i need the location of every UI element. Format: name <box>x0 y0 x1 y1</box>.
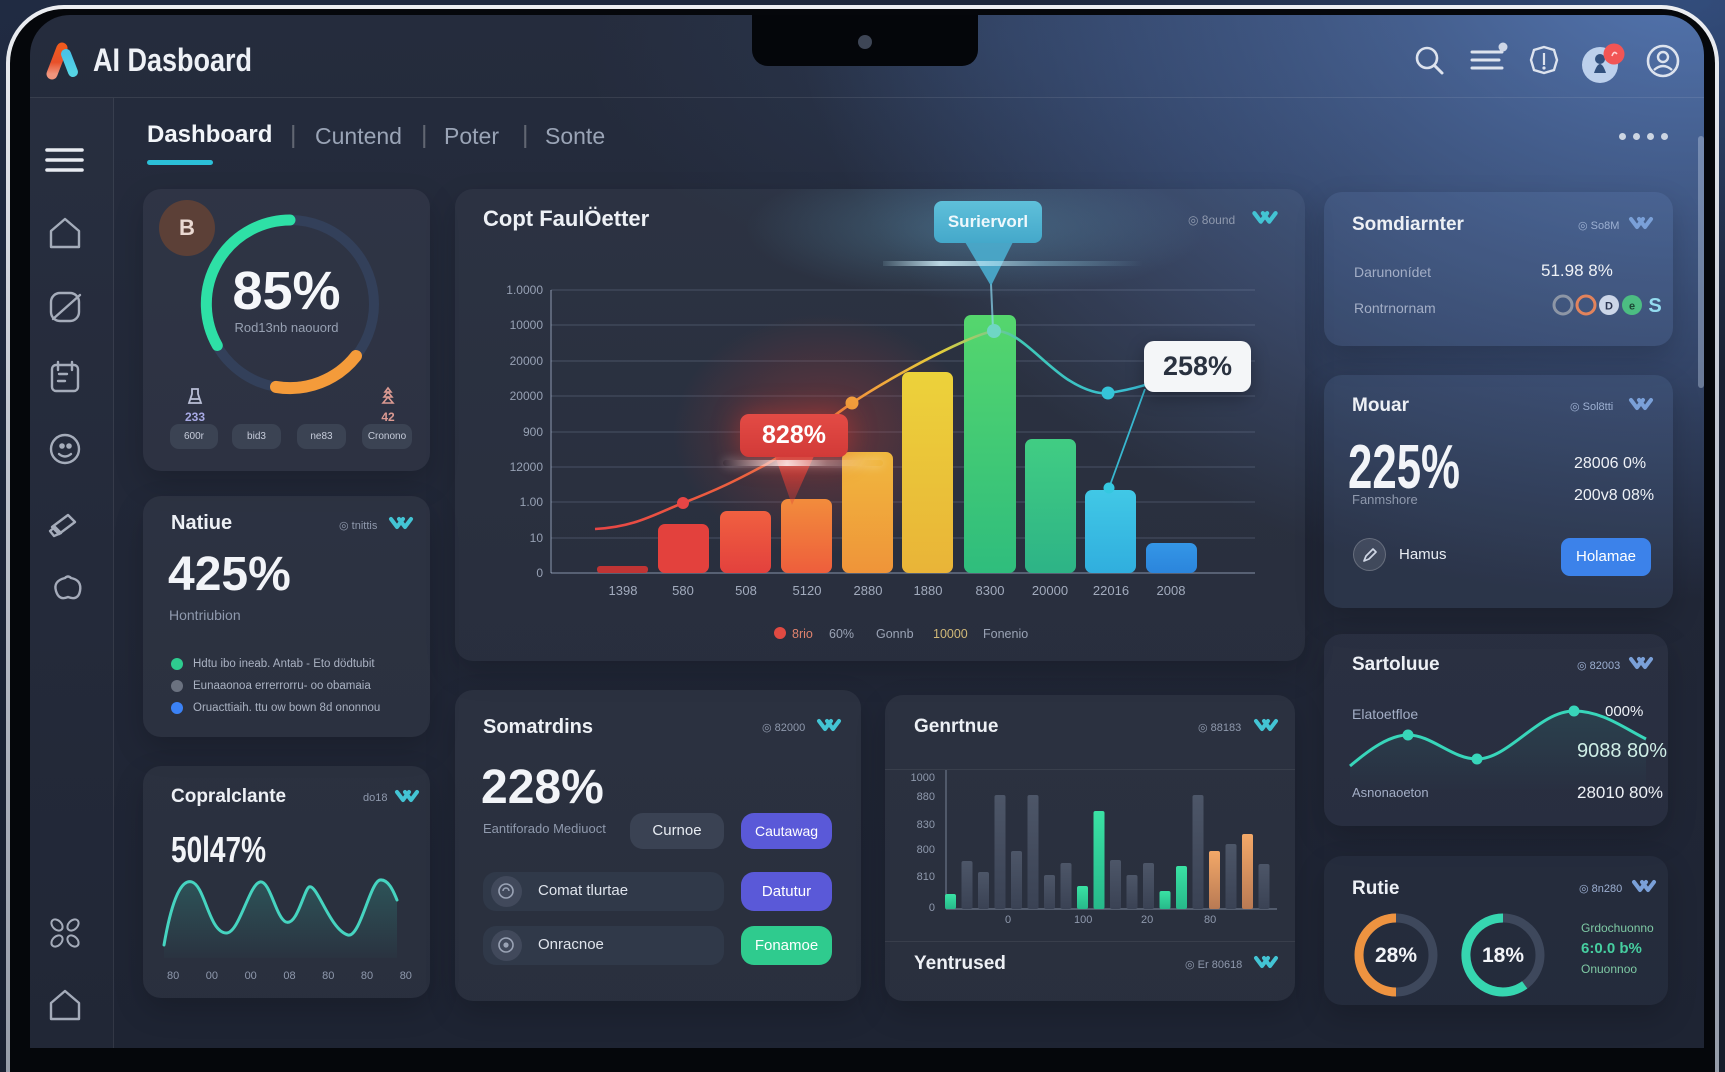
svg-text:S: S <box>1648 295 1661 317</box>
svg-text:1.00: 1.00 <box>520 495 544 509</box>
svg-text:508: 508 <box>735 583 757 598</box>
svg-text:800: 800 <box>917 844 935 856</box>
svg-text:900: 900 <box>523 425 543 439</box>
svg-text:225%: 225% <box>1348 433 1460 495</box>
svg-text:AI Dasboard: AI Dasboard <box>93 42 252 78</box>
svg-text:1.0000: 1.0000 <box>506 283 543 297</box>
svg-text:28%: 28% <box>1375 944 1417 967</box>
svg-text:8rio: 8rio <box>792 627 813 641</box>
svg-text:580: 580 <box>672 583 694 598</box>
svg-text:Fonenio: Fonenio <box>983 627 1028 641</box>
svg-text:20000: 20000 <box>510 354 544 368</box>
svg-text:830: 830 <box>917 819 935 831</box>
svg-text:20000: 20000 <box>510 389 544 403</box>
svg-text:20000: 20000 <box>1032 583 1068 598</box>
svg-text:50l47%: 50l47% <box>171 829 266 870</box>
svg-text:8300: 8300 <box>976 583 1005 598</box>
svg-text:5120: 5120 <box>793 583 822 598</box>
svg-text:D: D <box>1605 301 1613 313</box>
svg-text:880: 880 <box>917 791 935 803</box>
svg-text:2008: 2008 <box>1157 583 1186 598</box>
svg-text:0: 0 <box>929 902 935 914</box>
svg-text:60%: 60% <box>829 627 854 641</box>
svg-text:12000: 12000 <box>510 460 544 474</box>
svg-text:810: 810 <box>917 871 935 883</box>
svg-text:1880: 1880 <box>914 583 943 598</box>
svg-text:22016: 22016 <box>1093 583 1129 598</box>
svg-text:0: 0 <box>536 566 543 580</box>
svg-text:Gonnb: Gonnb <box>876 627 914 641</box>
svg-text:18%: 18% <box>1482 944 1524 967</box>
svg-text:e: e <box>1629 301 1635 313</box>
svg-text:2880: 2880 <box>854 583 883 598</box>
svg-text:1000: 1000 <box>911 772 935 784</box>
svg-text:10000: 10000 <box>933 627 968 641</box>
svg-text:10000: 10000 <box>510 318 544 332</box>
svg-text:10: 10 <box>530 531 544 545</box>
svg-text:1398: 1398 <box>609 583 638 598</box>
